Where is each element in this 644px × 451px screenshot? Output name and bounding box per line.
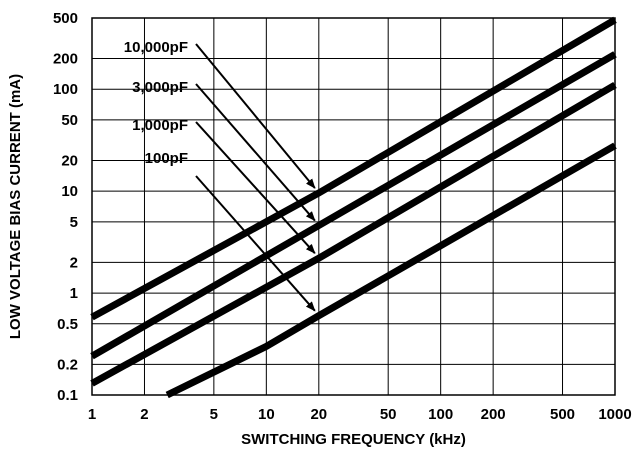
y-axis-title: LOW VOLTAGE BIAS CURRENT (mA) bbox=[7, 74, 24, 339]
y-tick-label: 50 bbox=[61, 112, 78, 129]
y-tick-label: 0.1 bbox=[57, 387, 78, 404]
x-tick-label: 500 bbox=[550, 406, 575, 423]
x-axis-title: SWITCHING FREQUENCY (kHz) bbox=[241, 431, 466, 448]
y-tick-labels: 0.1 0.2 0.5 1 2 5 10 20 50 100 200 500 bbox=[53, 10, 78, 404]
y-tick-label: 100 bbox=[53, 81, 78, 98]
series-callout-arrow bbox=[195, 121, 316, 254]
y-tick-label: 1 bbox=[70, 285, 78, 302]
x-tick-label: 1 bbox=[88, 406, 96, 423]
series-callout-label: 100pF bbox=[145, 150, 188, 167]
y-tick-label: 200 bbox=[53, 51, 78, 68]
y-tick-label: 0.2 bbox=[57, 356, 78, 373]
x-tick-label: 200 bbox=[481, 406, 506, 423]
x-tick-label: 50 bbox=[380, 406, 397, 423]
y-tick-label: 0.5 bbox=[57, 316, 78, 333]
series-callouts: 10,000pF 3,000pF 1,000pF 100pF bbox=[124, 39, 316, 312]
x-tick-label: 10 bbox=[258, 406, 275, 423]
y-tick-label: 500 bbox=[53, 10, 78, 27]
series-callout-label: 3,000pF bbox=[132, 79, 188, 96]
x-tick-label: 2 bbox=[140, 406, 148, 423]
y-tick-label: 5 bbox=[70, 214, 78, 231]
y-tick-label: 10 bbox=[61, 183, 78, 200]
x-tick-label: 1000 bbox=[598, 406, 631, 423]
series-callout-arrow bbox=[195, 175, 316, 312]
series-callout-label: 10,000pF bbox=[124, 39, 188, 56]
x-tick-label: 100 bbox=[428, 406, 453, 423]
y-tick-label: 20 bbox=[61, 152, 78, 169]
x-tick-label: 20 bbox=[310, 406, 327, 423]
x-tick-labels: 1 2 5 10 20 50 100 200 500 1000 bbox=[88, 406, 632, 423]
y-tick-label: 2 bbox=[70, 254, 78, 271]
series-line bbox=[90, 51, 617, 360]
series-callout-arrow bbox=[195, 83, 316, 222]
series-line bbox=[90, 81, 617, 387]
x-tick-label: 5 bbox=[210, 406, 218, 423]
series-line bbox=[90, 16, 617, 321]
series-callout-label: 1,000pF bbox=[132, 117, 188, 134]
series-line bbox=[165, 142, 617, 399]
series-lines bbox=[90, 16, 617, 399]
plot-frame bbox=[91, 17, 616, 396]
series-callout-arrow bbox=[195, 43, 316, 189]
